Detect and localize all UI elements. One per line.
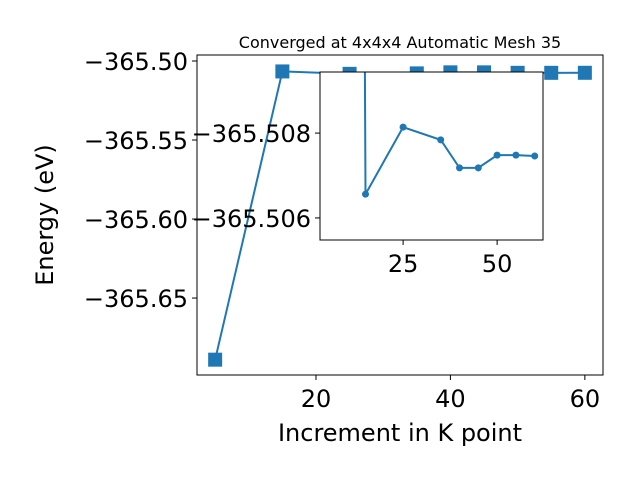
marker xyxy=(275,64,290,79)
x-tick-label: 20 xyxy=(301,385,332,413)
marker xyxy=(437,136,445,144)
marker xyxy=(399,123,407,131)
y-tick-label: −365.60 xyxy=(84,206,188,234)
y-tick-label: −365.65 xyxy=(84,285,188,313)
x-tick-label: 50 xyxy=(482,250,513,278)
y-tick-label: −365.508 xyxy=(192,120,311,148)
y-tick-label: −365.55 xyxy=(84,127,188,155)
axes-frame xyxy=(196,54,604,376)
marker xyxy=(208,352,223,367)
marker xyxy=(512,151,520,159)
x-tick-label: 25 xyxy=(388,250,419,278)
marker xyxy=(493,151,501,159)
marker xyxy=(474,164,482,172)
y-tick-label: −365.506 xyxy=(192,205,311,233)
chart-title: Converged at 4x4x4 Automatic Mesh 35 xyxy=(239,33,561,52)
marker xyxy=(362,190,370,198)
x-tick-label: 40 xyxy=(435,385,466,413)
marker xyxy=(456,164,464,172)
axes-frame xyxy=(319,71,544,241)
marker xyxy=(544,65,559,80)
y-axis-label: Energy (eV) xyxy=(31,144,59,286)
x-tick-label: 60 xyxy=(570,385,601,413)
marker xyxy=(577,65,592,80)
plot-clip xyxy=(362,72,539,198)
x-axis-label: Increment in K point xyxy=(278,419,522,447)
marker xyxy=(531,152,539,160)
y-tick-label: −365.50 xyxy=(84,48,188,76)
